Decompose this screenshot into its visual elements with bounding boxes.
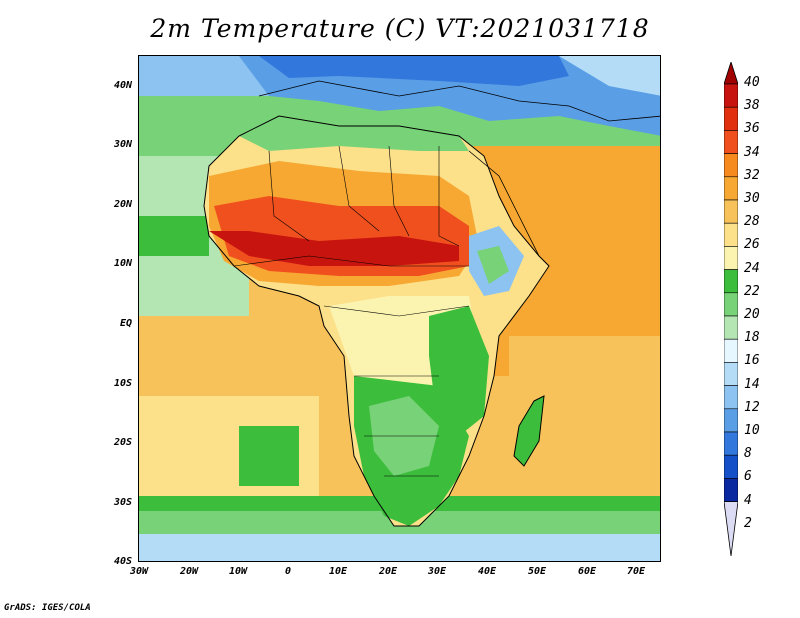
- credit-text: GrADS: IGES/COLA: [4, 603, 91, 613]
- colorbar-label: 16: [744, 353, 760, 369]
- colorbar-min-arrow: [724, 501, 738, 556]
- colorbar-swatch: [724, 246, 738, 270]
- lat-label-10n: 10N: [113, 258, 132, 269]
- colorbar-swatch: [724, 83, 738, 108]
- lat-label-eq: EQ: [119, 318, 132, 329]
- lat-label-30s: 30S: [113, 497, 132, 508]
- colorbar-max-arrow: [724, 62, 738, 85]
- colorbar-label: 30: [744, 191, 760, 206]
- colorbar-label: 22: [744, 283, 760, 299]
- colorbar-swatch: [724, 222, 738, 247]
- colorbar-swatch: [724, 478, 738, 502]
- colorbar-swatch: [724, 315, 738, 340]
- lon-label-50e: 50E: [527, 566, 547, 577]
- map-canvas: [139, 56, 660, 561]
- lon-label-40e: 40E: [477, 566, 497, 577]
- lat-label-20n: 20N: [113, 199, 132, 210]
- colorbar-label: 24: [744, 260, 760, 276]
- colorbar-label: 34: [744, 144, 760, 160]
- colorbar-label: 4: [744, 492, 752, 508]
- temperature-map: [138, 55, 661, 562]
- colorbar-swatch: [724, 362, 738, 386]
- lon-label-20e: 20E: [378, 566, 398, 577]
- colorbar-swatch: [724, 431, 738, 456]
- colorbar-label: 12: [744, 399, 760, 415]
- colorbar-swatch: [724, 338, 738, 363]
- colorbar-swatch: [724, 385, 738, 410]
- colorbar-label: 10: [744, 423, 760, 438]
- colorbar: [724, 62, 738, 556]
- colorbar-label: 26: [744, 237, 760, 253]
- lat-label-40s: 40S: [113, 556, 132, 567]
- colorbar-label: 18: [744, 330, 760, 346]
- colorbar-swatch: [724, 454, 738, 479]
- colorbar-swatch: [724, 106, 738, 131]
- colorbar-swatch: [724, 130, 738, 154]
- lon-label-30e: 30E: [427, 566, 447, 577]
- lon-label-10e: 10E: [328, 566, 348, 577]
- colorbar-label: 36: [744, 121, 760, 137]
- country-borders: [233, 145, 470, 477]
- colorbar-label: 6: [744, 469, 752, 485]
- colorbar-swatch: [724, 199, 738, 224]
- lon-label-0: 0: [284, 566, 292, 577]
- colorbar-label: 14: [744, 376, 760, 392]
- colorbar-label: 40: [744, 75, 760, 90]
- colorbar-swatch: [724, 176, 738, 201]
- colorbar-swatch: [724, 408, 738, 433]
- lat-label-30n: 30N: [113, 139, 132, 150]
- colorbar-swatch: [724, 153, 738, 178]
- colorbar-label: 32: [744, 167, 760, 183]
- colorbar-label: 2: [744, 515, 752, 531]
- lat-label-20s: 20S: [113, 437, 132, 448]
- colorbar-swatch: [724, 292, 738, 317]
- colorbar-swatch: [724, 269, 738, 294]
- colorbar-label: 20: [744, 307, 760, 322]
- lat-label-40n: 40N: [113, 80, 132, 91]
- lon-label-10w: 10W: [228, 566, 248, 577]
- colorbar-label: 38: [744, 98, 760, 114]
- colorbar-label: 8: [744, 446, 752, 462]
- lat-label-10s: 10S: [113, 378, 132, 389]
- lon-label-30w: 30W: [129, 566, 149, 577]
- chart-title: 2m Temperature (C) VT:2021031718: [150, 14, 650, 43]
- lon-label-70e: 70E: [626, 566, 646, 577]
- lon-label-20w: 20W: [179, 566, 199, 577]
- lon-label-60e: 60E: [577, 566, 597, 577]
- colorbar-label: 28: [744, 214, 760, 230]
